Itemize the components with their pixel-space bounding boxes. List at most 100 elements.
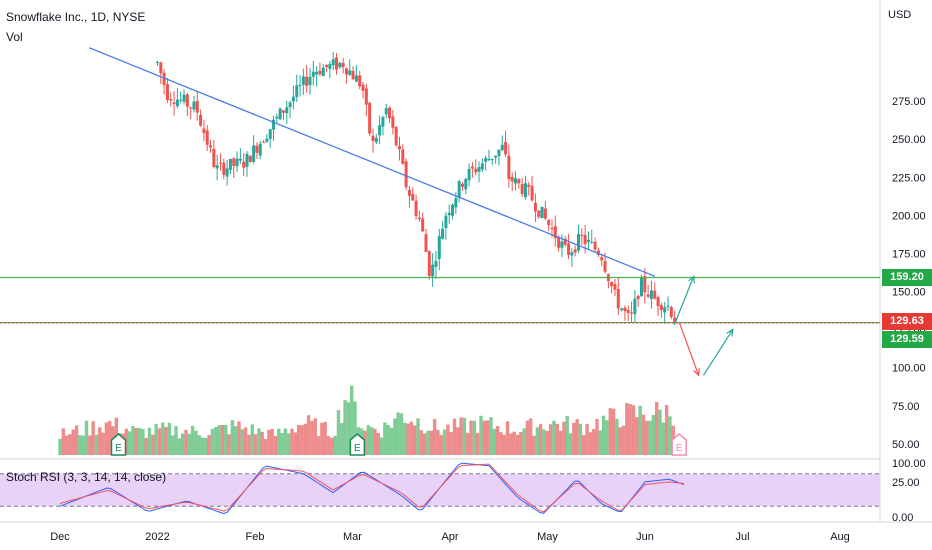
volume-bar <box>552 420 556 455</box>
volume-bar <box>459 417 463 455</box>
volume-bar <box>263 438 268 455</box>
volume-bar <box>446 424 450 455</box>
volume-bar <box>485 420 490 455</box>
projection-arrow-head <box>688 274 695 284</box>
candle-body <box>354 75 358 82</box>
candle-body <box>464 178 468 190</box>
candle-body <box>321 67 325 77</box>
candle-body <box>361 84 365 91</box>
candle-body <box>245 153 249 167</box>
time-tick-label: Jun <box>636 531 654 543</box>
volume-bar <box>611 408 616 455</box>
volume-bar <box>515 434 520 455</box>
candle-body <box>348 70 352 75</box>
volume-bar <box>224 424 228 455</box>
candle-body <box>199 114 203 126</box>
candle-body <box>659 304 663 311</box>
volume-bar <box>482 420 487 455</box>
price-tick-label: 25.00 <box>892 477 920 489</box>
price-tick-label: 200.00 <box>892 210 926 222</box>
volume-bar <box>655 402 659 455</box>
candle-body <box>281 110 285 113</box>
volume-bar <box>522 428 526 455</box>
candle-body <box>610 282 614 287</box>
candle-body <box>583 234 587 245</box>
price-badge-resistance: 159.20 <box>882 269 932 287</box>
volume-bar <box>141 429 145 455</box>
volume-bar <box>651 415 656 455</box>
candle-body <box>175 99 179 107</box>
volume-bar <box>200 437 205 455</box>
candle-body <box>397 146 401 150</box>
candle-body <box>258 143 262 156</box>
time-tick-label: Dec <box>50 531 70 543</box>
earnings-marker-letter: E <box>115 443 122 454</box>
volume-bar <box>439 435 443 455</box>
overlay-lines <box>0 47 880 377</box>
price-tick-label: 75.00 <box>892 401 920 413</box>
currency-label: USD <box>888 9 912 21</box>
time-tick-label: Mar <box>343 531 362 543</box>
candle-body <box>301 76 305 85</box>
candle-body <box>338 62 342 68</box>
candle-body <box>318 70 322 75</box>
volume-bar <box>101 432 105 455</box>
price-tick-label: 150.00 <box>892 287 926 299</box>
candle-body <box>454 198 458 208</box>
time-tick-label: May <box>537 531 558 543</box>
volume-bar <box>369 427 374 455</box>
candle-body <box>179 99 183 101</box>
volume-bar <box>174 426 178 455</box>
volume-bar <box>177 438 182 455</box>
candle-body <box>351 71 355 80</box>
candle-body <box>653 290 657 299</box>
projection-arrow-head <box>726 328 734 337</box>
volume-bar <box>350 385 354 455</box>
volume-bar <box>74 425 79 455</box>
candle-body <box>580 235 584 237</box>
time-tick-label: Apr <box>441 531 458 543</box>
candle-body <box>378 125 382 136</box>
volume-bar <box>426 430 430 455</box>
candle-body <box>497 149 501 157</box>
volume-bar <box>270 428 274 455</box>
volume-bar <box>575 419 579 455</box>
volume-bar <box>366 425 370 455</box>
volume-bar <box>396 412 400 455</box>
candle-body <box>543 208 547 219</box>
candle-body <box>547 220 551 226</box>
projection-arrow <box>678 321 700 376</box>
volume-bar <box>664 405 669 455</box>
candle-body <box>613 284 617 290</box>
candle-body <box>656 297 660 307</box>
volume-bar <box>628 404 632 455</box>
candle-body <box>162 72 166 86</box>
candle-body <box>195 100 199 113</box>
volume-bar <box>419 430 424 455</box>
volume-bar <box>217 425 221 455</box>
candle-body <box>344 68 348 75</box>
volume-bar <box>562 421 566 455</box>
candle-body <box>238 158 242 161</box>
volume-bar <box>316 436 321 455</box>
candle-body <box>577 234 581 251</box>
candle-body <box>228 158 232 170</box>
volume-bar <box>283 428 288 455</box>
candle-body <box>381 117 385 127</box>
volume-bar <box>207 435 211 455</box>
volume-bar <box>608 408 612 455</box>
volume-bar <box>555 423 559 455</box>
volume-bar <box>151 434 155 455</box>
candle-body <box>567 243 571 255</box>
volume-bar <box>353 401 357 455</box>
price-tick-label: 275.00 <box>892 96 926 108</box>
volume-bar <box>300 425 304 455</box>
candle-body <box>328 63 332 69</box>
volume-bar <box>154 423 158 455</box>
volume-bar <box>237 421 241 455</box>
volume-bar <box>582 435 586 455</box>
volume-bar <box>240 429 245 455</box>
volume-bar <box>588 432 593 455</box>
candle-body <box>593 241 597 250</box>
